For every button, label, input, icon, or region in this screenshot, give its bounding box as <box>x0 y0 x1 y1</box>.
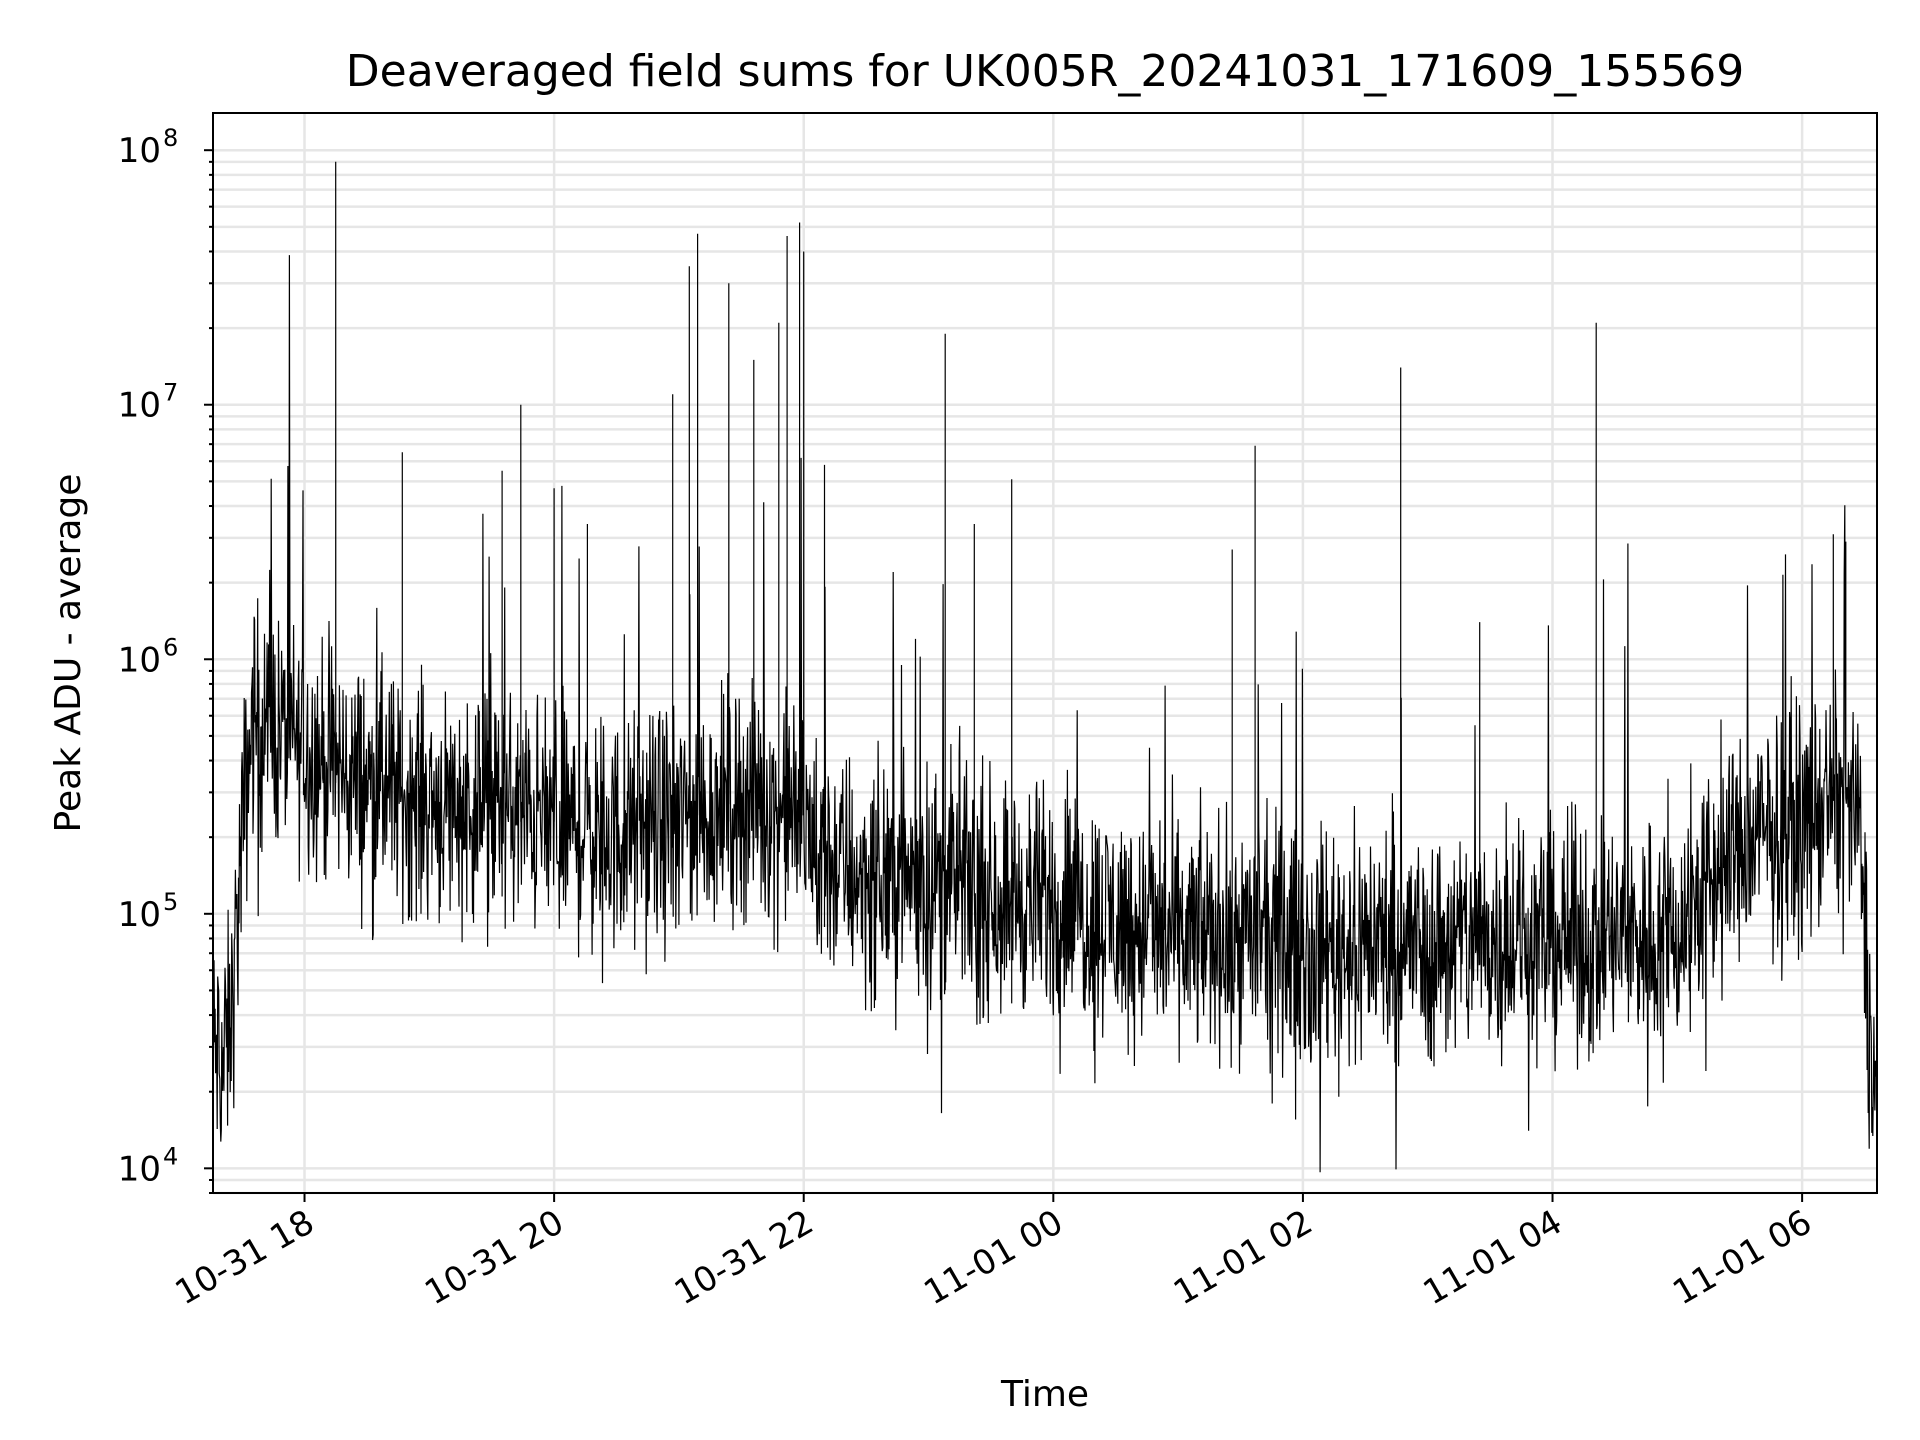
series-line <box>213 161 1877 1173</box>
y-tick-exponent: 5 <box>163 888 178 916</box>
y-tick-exponent: 4 <box>163 1142 178 1170</box>
y-tick-label: 10 <box>118 386 161 426</box>
y-tick-label: 10 <box>118 131 161 171</box>
y-axis-label: Peak ADU - average <box>48 474 89 833</box>
y-tick-label: 10 <box>118 895 161 935</box>
plot-frame <box>212 112 1878 1194</box>
y-tick-label: 10 <box>118 1149 161 1189</box>
x-axis-label: Time <box>1000 1374 1089 1415</box>
series-layer <box>213 161 1877 1173</box>
y-tick-exponent: 8 <box>163 124 178 152</box>
y-tick-exponent: 6 <box>163 633 178 661</box>
y-tick-label: 10 <box>118 640 161 680</box>
chart-title: Deaveraged field sums for UK005R_2024103… <box>346 46 1744 97</box>
y-tick-exponent: 7 <box>163 379 178 407</box>
